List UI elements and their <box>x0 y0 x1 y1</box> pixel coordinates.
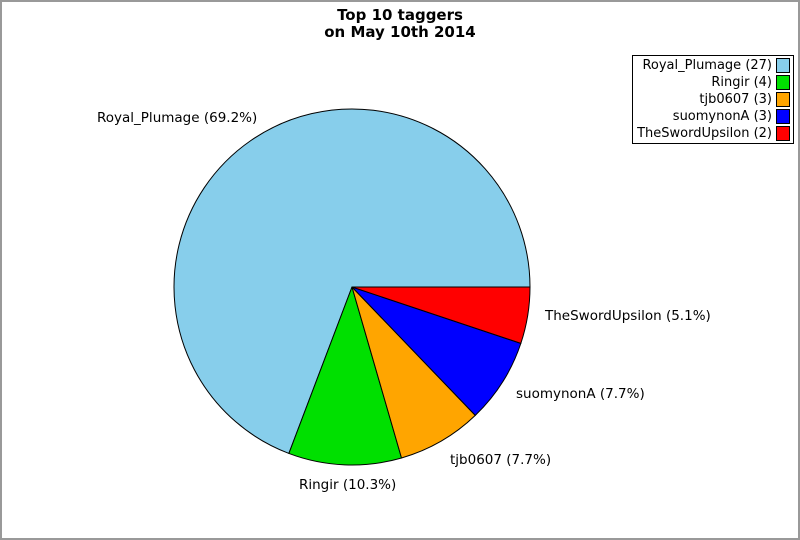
legend-swatch-suomynona <box>776 109 790 124</box>
legend-item-ringir: Ringir (4) <box>633 74 793 91</box>
legend-item-theswordupsilon: TheSwordUpsilon (2) <box>633 125 793 142</box>
slice-label-ringir: Ringir (10.3%) <box>299 477 397 493</box>
legend-item-label: Ringir (4) <box>711 75 772 90</box>
legend-item-tjb0607: tjb0607 (3) <box>633 91 793 108</box>
slice-label-royal-plumage: Royal_Plumage (69.2%) <box>97 110 258 126</box>
legend-item-label: Royal_Plumage (27) <box>642 58 772 73</box>
legend-swatch-tjb0607 <box>776 92 790 107</box>
legend-swatch-royal-plumage <box>776 58 790 73</box>
legend-item-royal-plumage: Royal_Plumage (27) <box>633 57 793 74</box>
slice-label-suomynona: suomynonA (7.7%) <box>516 386 645 402</box>
chart-title-line1: Top 10 taggers <box>337 6 463 24</box>
pie-slice-Ringir <box>288 286 403 466</box>
legend-swatch-theswordupsilon <box>776 126 790 141</box>
legend-item-label: TheSwordUpsilon (2) <box>637 126 772 141</box>
legend-swatch-ringir <box>776 75 790 90</box>
chart-title-line2: on May 10th 2014 <box>324 23 476 41</box>
pie-slice-Royal_Plumage <box>173 108 531 454</box>
legend-item-label: suomynonA (3) <box>672 109 772 124</box>
slice-label-tjb0607: tjb0607 (7.7%) <box>450 452 552 468</box>
legend-item-label: tjb0607 (3) <box>699 92 772 107</box>
slice-label-theswordupsilon: TheSwordUpsilon (5.1%) <box>545 308 711 324</box>
chart-title: Top 10 taggers on May 10th 2014 <box>2 7 798 41</box>
legend-box: Royal_Plumage (27) Ringir (4) tjb0607 (3… <box>632 55 794 144</box>
pie-slice-TheSwordUpsilon <box>351 286 531 344</box>
legend-item-suomynona: suomynonA (3) <box>633 108 793 125</box>
